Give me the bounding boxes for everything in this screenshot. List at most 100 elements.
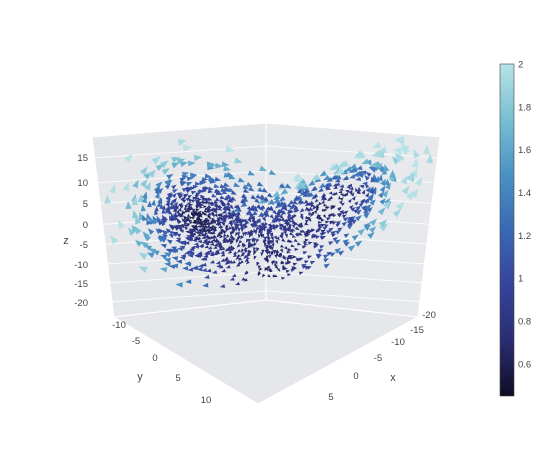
cone-glyph bbox=[187, 202, 192, 206]
cone-glyph bbox=[266, 236, 271, 241]
cone-glyph bbox=[241, 193, 248, 199]
cone-glyph bbox=[328, 191, 333, 195]
cone-glyph bbox=[207, 228, 212, 233]
cone-glyph bbox=[301, 229, 306, 233]
cone-glyph bbox=[235, 204, 241, 210]
cone-glyph bbox=[206, 209, 211, 212]
cone-glyph bbox=[179, 245, 186, 250]
cone-glyph bbox=[311, 228, 316, 232]
cone-glyph bbox=[273, 198, 281, 204]
cone-glyph bbox=[159, 237, 167, 243]
cone-glyph bbox=[373, 163, 382, 169]
cone-glyph bbox=[309, 260, 316, 265]
cone-glyph bbox=[166, 239, 173, 245]
cone-glyph bbox=[331, 221, 337, 225]
cone-glyph bbox=[260, 225, 264, 231]
cone-glyph bbox=[218, 244, 224, 249]
cone-glyph bbox=[178, 206, 182, 212]
cone-glyph bbox=[355, 205, 362, 211]
cone-glyph bbox=[321, 200, 326, 204]
colorbar-ticks: 2 1.8 1.6 1.4 1.2 1 0.8 0.6 bbox=[518, 60, 531, 371]
cone-glyph bbox=[252, 237, 256, 242]
cone-glyph bbox=[172, 189, 178, 194]
cone-glyph bbox=[317, 201, 322, 206]
cone-glyph bbox=[237, 257, 242, 261]
cone-glyph bbox=[260, 252, 264, 257]
cone-glyph bbox=[323, 208, 328, 212]
grid-line bbox=[265, 290, 441, 304]
cone-glyph bbox=[209, 208, 215, 213]
cone-glyph bbox=[214, 249, 220, 253]
cone-glyph bbox=[265, 248, 269, 253]
cone-glyph bbox=[313, 245, 319, 249]
cone-glyph bbox=[171, 162, 180, 169]
cone-glyph bbox=[188, 216, 193, 220]
cone-glyph bbox=[213, 226, 217, 231]
cone-glyph bbox=[271, 190, 281, 198]
cone-glyph bbox=[353, 208, 359, 214]
cone-glyph bbox=[188, 198, 194, 203]
cone-glyph bbox=[297, 223, 302, 228]
cone-glyph bbox=[177, 212, 181, 217]
cone-glyph bbox=[224, 256, 229, 261]
cone-glyph bbox=[181, 197, 187, 201]
cone-glyph bbox=[295, 226, 300, 230]
cone-glyph bbox=[344, 210, 349, 215]
cone-glyph bbox=[201, 219, 205, 223]
cone-glyph bbox=[355, 215, 362, 222]
cone-glyph bbox=[232, 253, 238, 258]
cone-glyph bbox=[231, 236, 235, 241]
cone-glyph bbox=[198, 189, 204, 194]
cone-glyph bbox=[326, 177, 333, 183]
cone-glyph bbox=[214, 176, 222, 182]
cone-glyph bbox=[183, 226, 188, 231]
x-tick-label: -20 bbox=[422, 310, 436, 321]
cone-glyph bbox=[209, 251, 215, 256]
cone-glyph bbox=[303, 199, 309, 205]
cone-glyph bbox=[318, 187, 324, 193]
cone-glyph bbox=[369, 199, 376, 206]
cone-glyph bbox=[147, 228, 155, 235]
cone-glyph bbox=[208, 186, 214, 191]
cone-glyph bbox=[317, 214, 322, 218]
cone-glyph bbox=[257, 218, 261, 224]
cone-glyph bbox=[297, 189, 303, 194]
cone-glyph bbox=[355, 240, 363, 247]
cone-glyph bbox=[183, 206, 187, 210]
cone-glyph bbox=[229, 245, 234, 250]
cone-glyph bbox=[236, 243, 241, 248]
cone-glyph bbox=[288, 224, 292, 229]
cone-glyph bbox=[144, 182, 151, 191]
cone-glyph bbox=[363, 209, 369, 216]
cone-glyph bbox=[186, 206, 190, 211]
cone-glyph bbox=[128, 227, 136, 236]
cone-glyph bbox=[235, 214, 240, 220]
cone-glyph bbox=[225, 201, 232, 207]
cone-glyph bbox=[211, 224, 215, 229]
cone-glyph bbox=[194, 210, 198, 214]
cone-glyph bbox=[237, 227, 241, 233]
cone-glyph bbox=[291, 266, 296, 270]
cone-glyph bbox=[273, 194, 281, 201]
cone-glyph bbox=[361, 189, 366, 195]
cone-glyph bbox=[165, 198, 171, 204]
cone-glyph bbox=[340, 193, 344, 197]
cone-glyph bbox=[269, 214, 274, 220]
cone-glyph bbox=[316, 254, 323, 259]
cone-glyph bbox=[109, 235, 119, 245]
cone-glyph bbox=[161, 207, 166, 214]
cone-glyph bbox=[297, 232, 303, 236]
cone-glyph bbox=[245, 181, 253, 188]
cone-glyph bbox=[278, 252, 282, 257]
cone-glyph bbox=[213, 228, 217, 233]
cone-glyph bbox=[221, 202, 227, 207]
cone-glyph bbox=[181, 240, 187, 245]
cone-glyph bbox=[363, 212, 370, 219]
cone-glyph bbox=[276, 236, 280, 241]
cone-glyph bbox=[190, 190, 197, 195]
cone-glyph bbox=[343, 233, 350, 238]
cone-glyph bbox=[202, 227, 207, 231]
cone-glyph bbox=[194, 194, 200, 199]
cone-glyph bbox=[227, 250, 233, 254]
colorbar-tick-label: 1.6 bbox=[518, 145, 531, 156]
